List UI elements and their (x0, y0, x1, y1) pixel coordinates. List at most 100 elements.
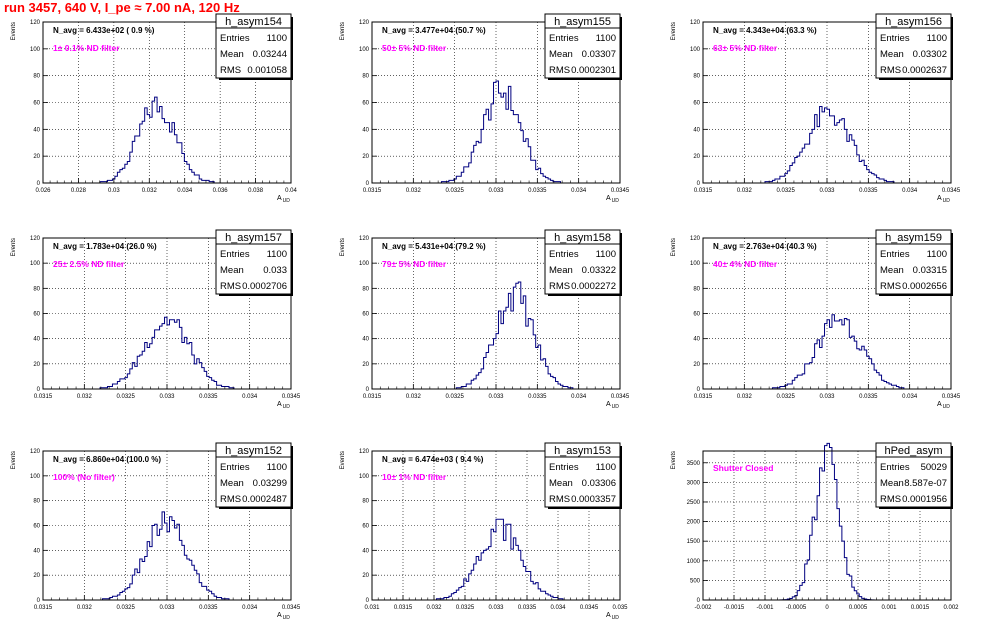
x-tick-label: 0.0335 (528, 188, 547, 194)
stats-value-mean: 0.03307 (582, 49, 616, 60)
stats-label-rms: RMS (880, 281, 901, 292)
x-tick-label: 0.0335 (199, 394, 218, 400)
y-tick-label: 100 (690, 261, 701, 267)
stats-value-rms: 0.0001956 (902, 494, 947, 505)
y-tick-label: 20 (693, 154, 700, 160)
y-tick-label: 100 (30, 261, 41, 267)
x-axis-label: AUD (606, 401, 619, 410)
y-tick-label: 60 (33, 101, 40, 107)
histogram-panel: 0.0315 0.032 0.0325 0.033 0.0335 0.034 0.0345 0… (671, 229, 961, 410)
histogram-series-line (372, 80, 620, 184)
x-tick-label: 0.031 (364, 605, 380, 611)
x-tick-label: 0.032 (737, 394, 753, 400)
y-tick-label: 60 (693, 101, 700, 107)
y-tick-label: 60 (362, 101, 369, 107)
histogram-name: h_asym152 (225, 445, 282, 457)
y-tick-label: 3500 (687, 461, 701, 467)
stats-shadow (951, 446, 953, 509)
histogram-panel: 0.0315 0.032 0.0325 0.033 0.0335 0.034 0.0345 0… (11, 229, 301, 410)
stats-label-mean: Mean (549, 478, 573, 489)
y-tick-label: 0 (366, 181, 370, 187)
y-tick-label: 20 (362, 154, 369, 160)
stats-label-mean: Mean (880, 478, 904, 489)
x-tick-label: 0.033 (488, 605, 504, 611)
histogram-series-line (703, 106, 951, 184)
y-tick-label: 20 (33, 362, 40, 368)
x-tick-label: 0.03 (108, 188, 120, 194)
stats-box (875, 229, 952, 295)
x-tick-label: -0.001 (756, 605, 774, 611)
filter-note: 50± 5% ND filter (382, 43, 447, 53)
stats-value-entries: 1100 (267, 33, 287, 44)
x-tick-label: 0.036 (213, 188, 229, 194)
y-tick-label: 60 (33, 524, 40, 530)
histogram-panel: 0.0315 0.032 0.0325 0.033 0.0335 0.034 0.0345 0… (671, 13, 961, 204)
stats-label-rms: RMS (220, 65, 241, 76)
navg-label: N_avg = 1.783e+04 (26.0 %) (53, 242, 157, 251)
x-tick-label: 0.0345 (580, 605, 599, 611)
x-tick-label: 0.034 (902, 394, 918, 400)
stats-label-mean: Mean (549, 265, 573, 276)
y-tick-label: 2000 (687, 520, 701, 526)
y-tick-label: 80 (33, 286, 40, 292)
x-tick-label: 0.035 (612, 605, 628, 611)
x-tick-label: 0.0315 (363, 188, 382, 194)
stats-label-entries: Entries (220, 462, 250, 473)
stats-label-entries: Entries (880, 462, 910, 473)
y-tick-label: 80 (362, 286, 369, 292)
y-tick-label: 20 (33, 154, 40, 160)
stats-shadow (291, 446, 293, 509)
x-tick-label: 0.033 (819, 188, 835, 194)
y-tick-label: 100 (30, 47, 41, 53)
histogram-panel: 0.0315 0.032 0.0325 0.033 0.0335 0.034 0.0345 0… (11, 442, 301, 621)
filter-note: 100% (No filter) (53, 472, 115, 482)
x-tick-label: 0.034 (902, 188, 918, 194)
stats-value-mean: 0.03299 (253, 478, 287, 489)
x-tick-label: 0.034 (177, 188, 193, 194)
filter-note: Shutter Closed (713, 463, 773, 473)
filter-note: 25± 2.5% ND filter (53, 259, 125, 269)
stats-value-entries: 1100 (927, 33, 947, 44)
stats-value-mean: 0.03306 (582, 478, 616, 489)
y-tick-label: 0 (366, 387, 370, 393)
histogram-name: h_asym153 (554, 445, 611, 457)
y-tick-label: 100 (359, 474, 370, 480)
y-tick-label: 0 (697, 181, 701, 187)
filter-note: 79± 5% ND filter (382, 259, 447, 269)
x-tick-label: 0.001 (881, 605, 897, 611)
x-tick-label: 0.032 (406, 394, 422, 400)
y-tick-label: 0 (37, 598, 41, 604)
y-tick-label: 20 (693, 362, 700, 368)
stats-value-mean: 0.03315 (913, 265, 947, 276)
stats-label-rms: RMS (880, 65, 901, 76)
y-tick-label: 80 (362, 499, 369, 505)
y-tick-label: 2500 (687, 500, 701, 506)
run-title: run 3457, 640 V, I_pe ≈ 7.00 nA, 120 Hz (4, 0, 240, 15)
y-axis-label: Events (340, 451, 346, 469)
stats-shadow (219, 507, 293, 509)
navg-label: N_avg = 6.433e+02 ( 0.9 %) (53, 26, 155, 35)
y-tick-label: 60 (33, 312, 40, 318)
stats-value-entries: 1100 (596, 33, 616, 44)
x-tick-label: 0.0335 (199, 605, 218, 611)
stats-value-entries: 1100 (927, 249, 947, 260)
stats-label-mean: Mean (880, 265, 904, 276)
x-tick-label: 0.0325 (445, 188, 464, 194)
x-tick-label: 0.0315 (694, 188, 713, 194)
histogram-panel: 0.0315 0.032 0.0325 0.033 0.0335 0.034 0.0345 0… (340, 229, 630, 410)
x-axis-label: AUD (937, 401, 950, 410)
stats-shadow (951, 233, 953, 296)
y-tick-label: 80 (693, 74, 700, 80)
x-axis-label: AUD (277, 195, 290, 204)
stats-value-rms: 0.0002656 (902, 281, 947, 292)
y-tick-label: 1000 (687, 559, 701, 565)
histogram-panel: 0.031 0.0315 0.032 0.0325 0.033 0.0335 0.034 0.… (340, 442, 628, 621)
stats-label-mean: Mean (549, 49, 573, 60)
x-tick-label: 0.0345 (611, 188, 630, 194)
y-tick-label: 20 (362, 573, 369, 579)
stats-value-mean: 8.587e-07 (904, 478, 947, 489)
y-tick-label: 100 (359, 261, 370, 267)
histogram-panel: 0.0315 0.032 0.0325 0.033 0.0335 0.034 0.0345 0… (340, 13, 630, 204)
stats-shadow (548, 507, 622, 509)
